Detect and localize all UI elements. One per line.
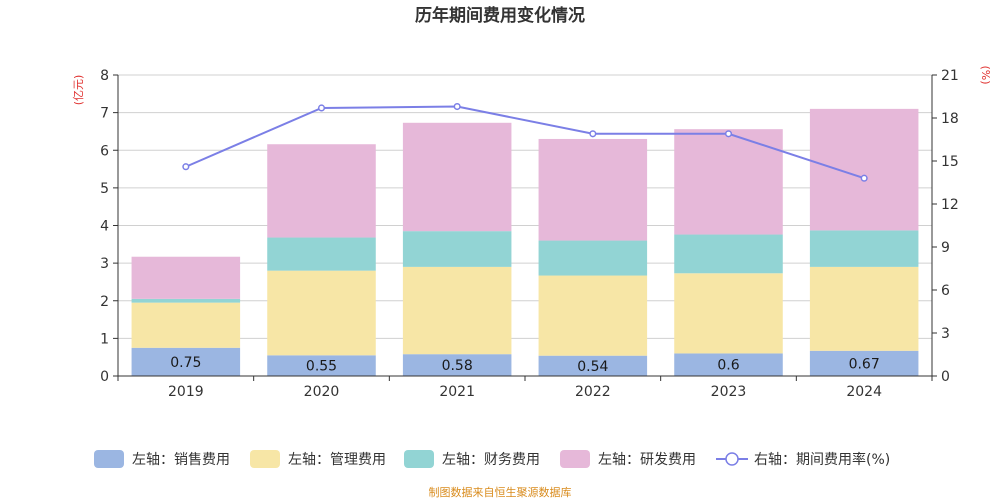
- legend-label: 左轴：研发费用: [598, 452, 696, 468]
- legend-item-rnd[interactable]: 左轴：研发费用: [560, 450, 696, 468]
- source-note: 制图数据来自恒生聚源数据库: [429, 485, 572, 499]
- rate-point[interactable]: [182, 163, 190, 171]
- right-tick-label: 6: [941, 283, 950, 299]
- bar-sales[interactable]: [674, 353, 783, 376]
- rate-point[interactable]: [860, 174, 868, 182]
- bar-rnd[interactable]: [402, 122, 512, 232]
- right-tick-label: 9: [941, 240, 950, 256]
- rate-point[interactable]: [453, 102, 461, 111]
- bar-sales[interactable]: [809, 350, 919, 376]
- left-tick-label: 5: [100, 181, 109, 197]
- right-tick-label: 21: [941, 68, 959, 84]
- legend-item-sales[interactable]: 左轴：销售费用: [94, 450, 230, 468]
- legend-marker: [725, 452, 739, 466]
- right-tick-label: 15: [941, 154, 959, 170]
- bar-rnd[interactable]: [809, 108, 919, 231]
- x-tick-label: 2020: [304, 384, 340, 400]
- legend-swatch: [404, 450, 434, 468]
- legend-label: 左轴：财务费用: [442, 452, 540, 468]
- bar-finance[interactable]: [131, 298, 241, 303]
- x-tick-label: 2019: [168, 384, 204, 400]
- left-tick-label: 6: [100, 143, 109, 159]
- x-tick-label: 2022: [575, 384, 611, 400]
- bar-sales[interactable]: [267, 355, 376, 376]
- rate-line-layer: [182, 102, 868, 182]
- gridlines: [118, 74, 932, 339]
- legend-label: 左轴：管理费用: [288, 452, 386, 468]
- data-label: 0.55: [306, 359, 337, 375]
- legend-item-admin[interactable]: 左轴：管理费用: [250, 450, 386, 468]
- left-tick-label: 4: [100, 219, 109, 235]
- bar-rnd[interactable]: [131, 256, 241, 299]
- legend-label: 右轴：期间费用率(%): [754, 451, 890, 468]
- legend-swatch: [250, 450, 280, 468]
- right-tick-label: 3: [941, 326, 950, 342]
- data-label: 0.67: [849, 356, 880, 372]
- right-axis-unit: (%): [979, 65, 992, 84]
- left-tick-label: 0: [100, 369, 109, 385]
- left-tick-label: 8: [100, 68, 109, 84]
- bar-admin[interactable]: [131, 302, 241, 348]
- rate-point[interactable]: [589, 130, 597, 138]
- bar-finance[interactable]: [402, 231, 512, 267]
- bar-sales[interactable]: [131, 347, 241, 376]
- bar-admin[interactable]: [674, 273, 783, 354]
- data-label: 0.75: [170, 355, 201, 371]
- bar-layer: [131, 108, 919, 376]
- bar-finance[interactable]: [809, 230, 919, 267]
- bar-sales[interactable]: [538, 355, 648, 376]
- legend-item-finance[interactable]: 左轴：财务费用: [404, 450, 540, 468]
- x-tick-label: 2023: [711, 384, 747, 400]
- left-tick-label: 3: [100, 256, 109, 272]
- legend-swatch: [94, 450, 124, 468]
- legend[interactable]: 左轴：销售费用 左轴：管理费用 左轴：财务费用 左轴：研发费用 右轴：期间费用率(%): [94, 450, 890, 468]
- right-tick-label: 12: [941, 197, 959, 213]
- legend-swatch: [560, 450, 590, 468]
- bar-admin[interactable]: [267, 270, 376, 356]
- bar-admin[interactable]: [538, 275, 648, 356]
- right-tick-label: 18: [941, 111, 959, 127]
- rate-point[interactable]: [724, 130, 733, 138]
- x-tick-label: 2024: [846, 384, 882, 400]
- bar-admin[interactable]: [809, 266, 919, 351]
- left-tick-label: 1: [100, 331, 109, 347]
- data-label-layer: 0.75 0.55 0.58 0.54 0.6 0.67: [170, 355, 880, 375]
- x-tick-label: 2021: [439, 384, 475, 400]
- rate-line: [185, 105, 865, 180]
- chart-title: 历年期间费用变化情况: [415, 5, 585, 26]
- bar-finance[interactable]: [674, 234, 783, 274]
- right-tick-label: 0: [941, 369, 950, 385]
- data-label: 0.58: [442, 358, 473, 374]
- left-axis-unit: (亿元): [72, 75, 85, 106]
- bar-rnd[interactable]: [538, 138, 648, 241]
- bar-rnd[interactable]: [267, 144, 376, 238]
- data-label: 0.6: [717, 358, 739, 374]
- legend-item-rate[interactable]: 右轴：期间费用率(%): [716, 451, 890, 468]
- left-tick-label: 2: [100, 294, 109, 310]
- bar-sales[interactable]: [402, 354, 512, 376]
- bar-finance[interactable]: [267, 237, 376, 271]
- bar-finance[interactable]: [538, 240, 648, 276]
- legend-label: 左轴：销售费用: [132, 452, 230, 468]
- data-label: 0.54: [577, 359, 608, 375]
- bar-rnd[interactable]: [674, 129, 783, 235]
- left-tick-label: 7: [100, 106, 109, 122]
- rate-point[interactable]: [317, 104, 326, 112]
- bar-admin[interactable]: [402, 266, 512, 355]
